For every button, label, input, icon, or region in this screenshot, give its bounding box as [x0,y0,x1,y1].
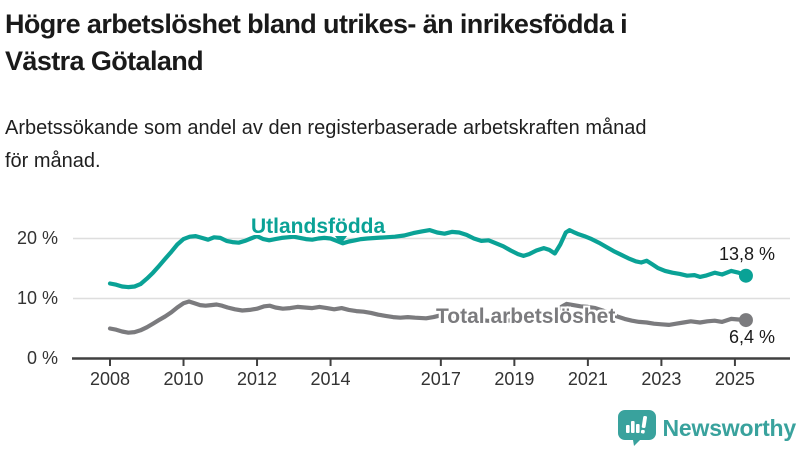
title-line-2: Västra Götaland [5,46,204,76]
x-tick-label: 2021 [567,369,608,389]
brand-name: Newsworthy [662,415,797,441]
series-line-total-arbetsloshet [107,299,749,335]
brand-footer: Newsworthy [617,408,797,448]
series-line-utlandsfodda [107,228,749,290]
y-tick-label: 10 % [16,287,58,308]
x-tick-label: 2019 [494,369,535,389]
title-line-1: Högre arbetslöshet bland utrikes- än inr… [5,9,628,39]
newsworthy-logo-icon [617,410,656,446]
series-pointer-down-icon [335,236,347,244]
subtitle-line-2: för månad. [5,150,101,172]
subtitle-line-1: Arbetssökande som andel av den registerb… [5,117,647,139]
y-tick-label: 0 % [26,347,58,368]
end-value-total-arbetsloshet: 6,4 % [728,327,775,347]
series-label-utlandsfodda: Utlandsfödda [251,215,386,238]
x-tick-label: 2010 [163,369,204,389]
page-title: Högre arbetslöshet bland utrikes- än inr… [5,6,785,80]
x-tick-label: 2025 [714,369,755,389]
y-tick-label: 20 % [16,227,58,248]
end-dot-total-arbetsloshet [738,313,753,328]
x-tick-label: 2017 [420,369,461,389]
end-value-utlandsfodda: 13,8 % [718,244,775,264]
x-tick-label: 2023 [641,369,682,389]
chart-subtitle: Arbetssökande som andel av den registerb… [5,112,785,178]
x-tick-label: 2012 [237,369,278,389]
x-tick-label: 2008 [89,369,131,389]
end-dot-utlandsfodda [738,268,753,283]
x-tick-label: 2014 [310,369,351,389]
series-label-total-arbetsloshet: Total arbetslöshet [436,305,616,328]
